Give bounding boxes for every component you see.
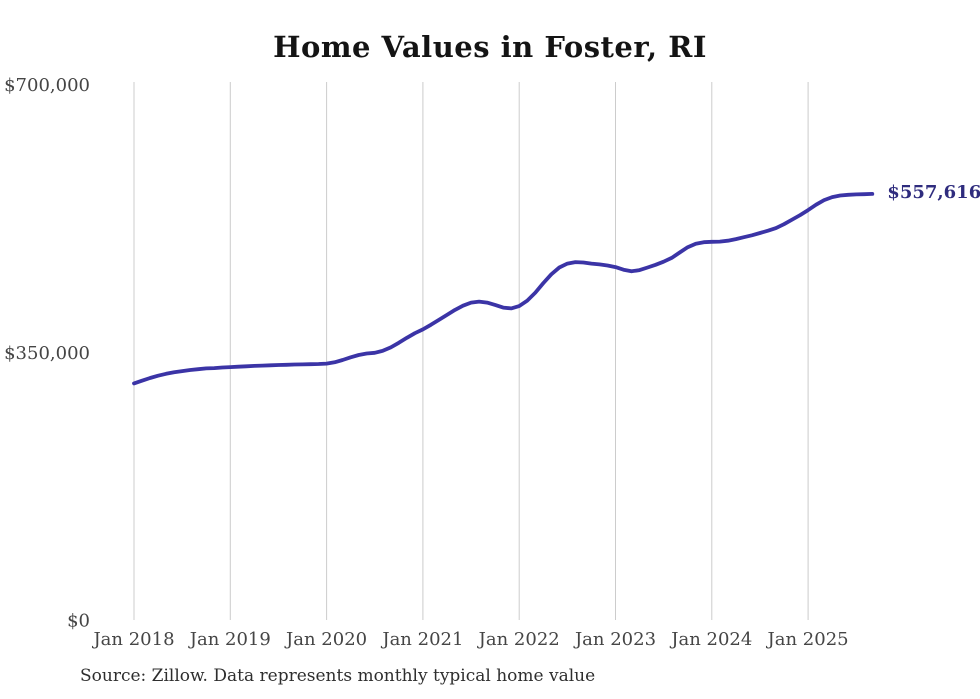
source-note: Source: Zillow. Data represents monthly … [80,666,596,686]
x-tick-label: Jan 2021 [380,629,463,650]
x-tick-label: Jan 2023 [573,629,656,650]
y-tick-label: $350,000 [4,343,90,364]
x-tick-label: Jan 2025 [766,629,849,650]
y-tick-label: $0 [67,611,90,632]
x-tick-label: Jan 2020 [284,629,367,650]
x-tick-label: Jan 2022 [477,629,560,650]
chart-title: Home Values in Foster, RI [273,30,707,64]
x-tick-label: Jan 2018 [91,629,174,650]
y-tick-label: $700,000 [4,75,90,96]
x-tick-label: Jan 2019 [188,629,271,650]
x-tick-label: Jan 2024 [669,629,752,650]
value-line [132,192,875,386]
latest-value-label: $557,616 [887,181,980,203]
